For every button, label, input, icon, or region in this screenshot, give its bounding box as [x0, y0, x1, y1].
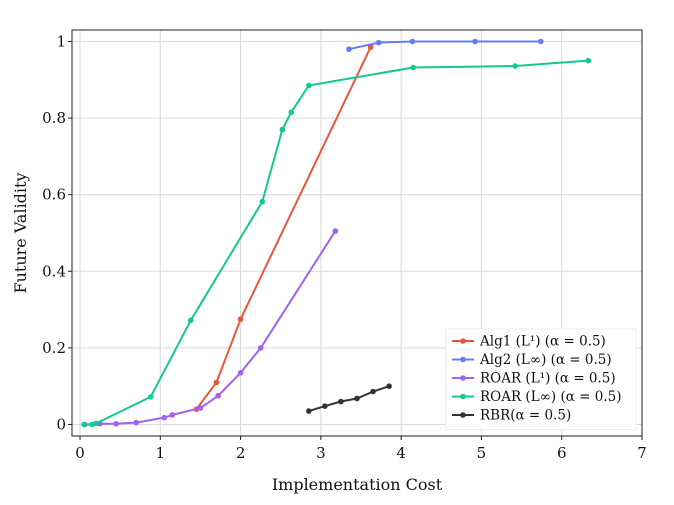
y-tick-label: 0.2 — [42, 339, 66, 357]
data-point — [585, 57, 592, 64]
legend-label: RBR(α = 0.5) — [480, 408, 571, 424]
data-point — [409, 38, 416, 45]
data-point — [306, 408, 312, 414]
x-tick-label: 3 — [316, 444, 326, 462]
y-axis-label: Future Validity — [11, 172, 30, 293]
y-tick-label: 1 — [56, 32, 66, 50]
legend-swatch-marker — [460, 338, 466, 344]
data-point — [367, 44, 374, 51]
data-point — [113, 420, 119, 427]
x-tick-label: 6 — [557, 444, 567, 462]
x-tick-label: 1 — [156, 444, 166, 462]
data-point — [370, 388, 376, 395]
data-point — [237, 316, 244, 322]
data-point — [375, 39, 382, 46]
data-point — [332, 228, 339, 234]
x-axis-label: Implementation Cost — [272, 475, 443, 494]
data-point — [213, 379, 220, 386]
legend-label: ROAR (L∞) (α = 0.5) — [480, 389, 622, 405]
data-point — [410, 64, 416, 71]
plot-frame — [71, 29, 643, 437]
data-point — [512, 63, 518, 69]
data-point — [322, 403, 328, 409]
data-point — [161, 414, 168, 421]
legend-label: Alg2 (L∞) (α = 0.5) — [479, 352, 612, 368]
data-point — [81, 421, 87, 428]
data-point — [257, 345, 264, 351]
data-point — [147, 394, 154, 400]
y-tick-label: 0.4 — [42, 262, 66, 280]
data-point — [472, 38, 478, 45]
data-point — [259, 198, 266, 205]
data-point — [386, 383, 392, 390]
data-point — [279, 126, 286, 133]
series-4 — [306, 383, 392, 414]
data-point — [133, 419, 140, 426]
data-point — [93, 420, 99, 427]
legend-swatch-marker — [460, 375, 466, 381]
series-layer — [81, 38, 592, 428]
data-point — [188, 317, 194, 324]
data-point — [354, 395, 360, 402]
legend-swatch-marker — [460, 356, 466, 363]
x-tick-label: 5 — [477, 444, 487, 462]
axis-ticks: 0 1 2 3 4 5 6 7 0 0.2 0.4 0.6 0.8 1 — [42, 32, 647, 462]
legend-box — [445, 328, 637, 430]
data-point — [338, 398, 344, 405]
legend: Alg1 (L¹) (α = 0.5) Alg2 (L∞) (α = 0.5) RO… — [445, 328, 637, 430]
series-line — [195, 46, 372, 410]
x-tick-label: 0 — [75, 444, 85, 462]
data-point — [215, 392, 221, 399]
y-tick-label: 0.6 — [42, 186, 66, 204]
data-point — [197, 405, 204, 411]
x-tick-label: 7 — [637, 444, 647, 462]
legend-swatch-marker — [460, 412, 466, 418]
x-tick-label: 2 — [236, 444, 246, 462]
data-point — [346, 46, 352, 52]
data-point — [288, 109, 294, 116]
series-3 — [81, 57, 592, 428]
data-point — [538, 38, 544, 45]
y-tick-label: 0 — [56, 416, 66, 434]
legend-label: Alg1 (L¹) (α = 0.5) — [479, 334, 606, 350]
data-point — [306, 82, 312, 89]
data-point — [237, 370, 244, 376]
series-1 — [346, 38, 544, 52]
data-point — [169, 412, 176, 418]
legend-label: ROAR (L¹) (α = 0.5) — [480, 371, 616, 387]
x-tick-label: 4 — [396, 444, 406, 462]
y-tick-label: 0.8 — [42, 109, 66, 127]
legend-swatch-marker — [460, 393, 466, 400]
series-0 — [193, 44, 374, 412]
